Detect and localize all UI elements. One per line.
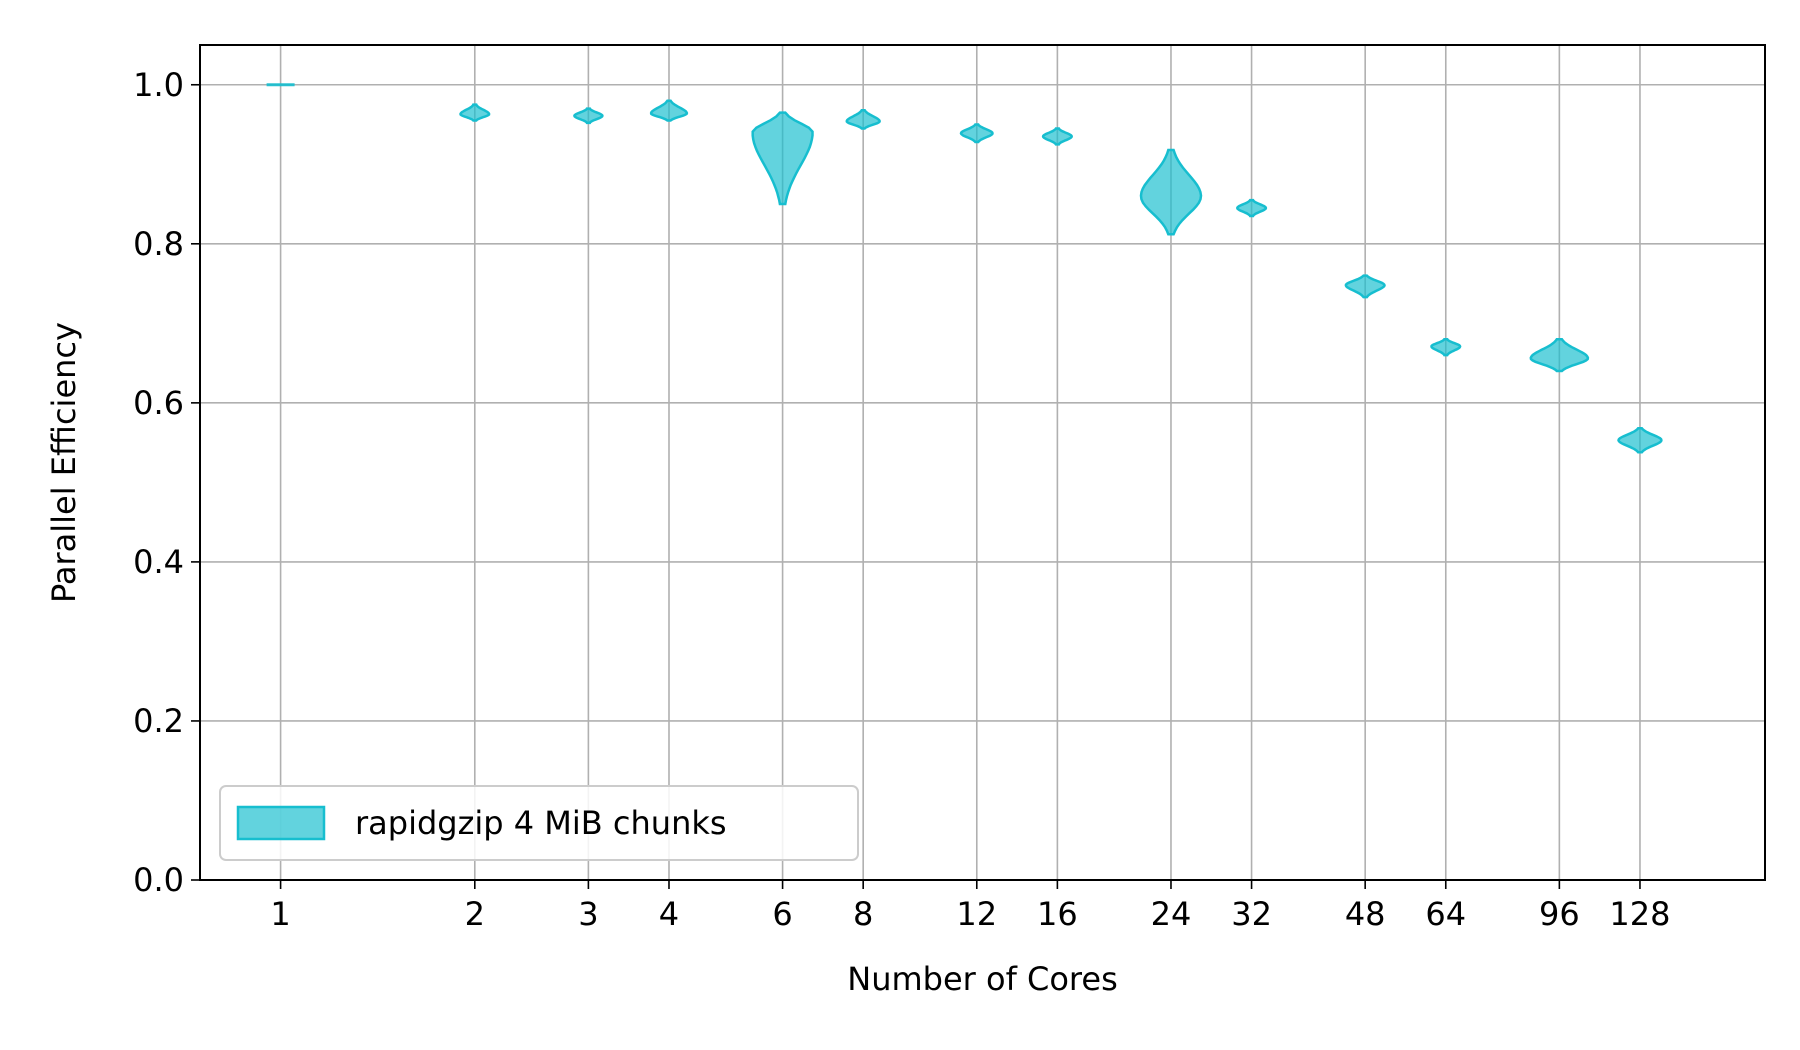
x-tick-label: 8 — [853, 895, 873, 933]
x-tick-label: 96 — [1539, 895, 1580, 933]
legend-box — [219, 785, 859, 861]
violin — [845, 108, 881, 130]
y-tick-label: 0.2 — [133, 702, 184, 740]
x-tick-label: 24 — [1151, 895, 1192, 933]
x-tick-label: 2 — [465, 895, 485, 933]
y-axis-title: Parallel Efficiency — [45, 322, 83, 603]
x-tick-label: 48 — [1345, 895, 1386, 933]
legend-label: rapidgzip 4 MiB chunks — [355, 804, 727, 842]
violin — [1529, 337, 1590, 373]
y-tick-label: 1.0 — [133, 66, 184, 104]
axis-ticks: 1 2 3 4 6 8 12 16 24 32 48 64 96 1280.00.20.40.60.81.… — [133, 66, 1670, 933]
violin — [1139, 148, 1203, 236]
violin — [1430, 337, 1462, 357]
violin — [1041, 127, 1074, 146]
violin — [751, 111, 814, 206]
x-tick-label: 128 — [1609, 895, 1670, 933]
violin — [1235, 198, 1268, 218]
plot-frame — [199, 44, 1766, 881]
violin-series — [266, 83, 1663, 454]
x-tick-label: 12 — [956, 895, 997, 933]
violin — [573, 107, 604, 125]
y-tick-label: 0.4 — [133, 543, 184, 581]
violin — [1617, 427, 1663, 454]
violin — [1344, 274, 1386, 299]
violin — [959, 123, 994, 144]
x-axis-title: Number of Cores — [847, 960, 1117, 998]
x-tick-label: 32 — [1231, 895, 1272, 933]
y-tick-label: 0.8 — [133, 225, 184, 263]
x-tick-label: 6 — [772, 895, 792, 933]
y-tick-label: 0.0 — [133, 861, 184, 899]
x-tick-label: 3 — [578, 895, 598, 933]
y-tick-label: 0.6 — [133, 384, 184, 422]
legend: rapidgzip 4 MiB chunks — [219, 785, 859, 861]
x-tick-label: 4 — [659, 895, 679, 933]
x-tick-label: 16 — [1037, 895, 1078, 933]
grid-lines — [200, 45, 1765, 881]
x-tick-label: 64 — [1425, 895, 1466, 933]
legend-swatch — [236, 805, 326, 841]
violin — [459, 103, 491, 122]
violin — [649, 99, 689, 122]
x-tick-label: 1 — [270, 895, 290, 933]
